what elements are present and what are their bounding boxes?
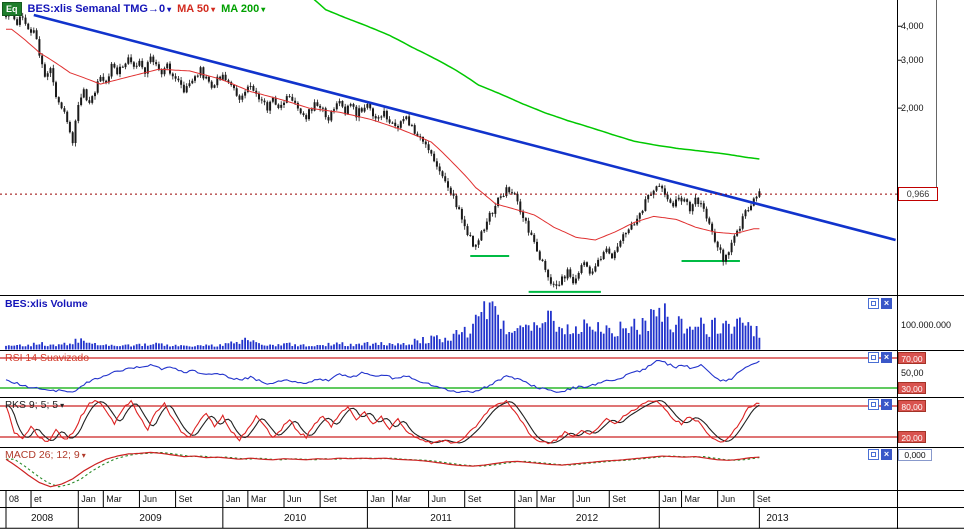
svg-text:08: 08 bbox=[9, 494, 19, 504]
svg-text:Mar: Mar bbox=[395, 494, 411, 504]
chevron-down-icon: ▾ bbox=[167, 5, 172, 14]
close-button[interactable]: × bbox=[881, 298, 892, 309]
pks-lower-level-label: 20,00 bbox=[898, 431, 926, 443]
ma200-text: MA 200 bbox=[221, 3, 260, 15]
trendline bbox=[33, 13, 896, 242]
price-tick-label: 4,000 bbox=[901, 21, 924, 31]
macd-zero-label: 0,000 bbox=[898, 449, 932, 461]
rsi-mid-level-label: 50,00 bbox=[901, 368, 924, 378]
pks-panel-title[interactable]: PKS 9; 5; 5 ▾ bbox=[5, 399, 64, 411]
ma200-line bbox=[313, 0, 760, 160]
restore-button[interactable] bbox=[868, 352, 879, 363]
equity-badge: Eq bbox=[2, 2, 22, 16]
svg-text:Jan: Jan bbox=[370, 494, 385, 504]
svg-text:Jun: Jun bbox=[432, 494, 447, 504]
svg-text:Jun: Jun bbox=[287, 494, 302, 504]
chevron-down-icon: ▾ bbox=[211, 5, 216, 14]
rsi-panel-title[interactable]: RSI 14 Suavizado bbox=[5, 352, 90, 364]
svg-text:et: et bbox=[34, 494, 42, 504]
price-axis-ticks bbox=[897, 25, 902, 109]
volume-bars bbox=[5, 301, 761, 350]
svg-text:Mar: Mar bbox=[106, 494, 122, 504]
svg-text:Set: Set bbox=[323, 494, 337, 504]
restore-button[interactable] bbox=[868, 399, 879, 410]
pks-d-line bbox=[6, 399, 760, 444]
price-panel-header: Eq BES:xlis Semanal TMG→0 ▾ MA 50 ▾ MA 200… bbox=[2, 2, 265, 16]
time-axis: 08 et Jan Mar Jun Set Jan Mar Jun Set Jan Mar Jun Set… bbox=[5, 491, 789, 528]
volume-axis-label: 100.000.000 bbox=[901, 320, 952, 330]
volume-panel[interactable] bbox=[5, 301, 761, 350]
symbol-text: BES:xlis Semanal TMG→0 bbox=[27, 3, 166, 15]
rsi-panel[interactable] bbox=[0, 357, 897, 393]
svg-text:2012: 2012 bbox=[576, 513, 599, 524]
svg-text:2008: 2008 bbox=[31, 513, 54, 524]
close-button[interactable]: × bbox=[881, 449, 892, 460]
pks-title-text: PKS 9; 5; 5 bbox=[5, 399, 59, 411]
svg-text:Jan: Jan bbox=[226, 494, 241, 504]
volume-panel-controls: × bbox=[868, 298, 892, 309]
svg-text:Set: Set bbox=[468, 494, 482, 504]
ma200-label[interactable]: MA 200 ▾ bbox=[221, 3, 265, 15]
svg-text:Jan: Jan bbox=[662, 494, 677, 504]
svg-text:Jun: Jun bbox=[576, 494, 591, 504]
svg-text:Jun: Jun bbox=[142, 494, 157, 504]
rsi-line bbox=[5, 360, 760, 393]
chevron-down-icon: ▾ bbox=[261, 5, 266, 14]
pks-panel[interactable] bbox=[0, 399, 897, 445]
svg-text:Set: Set bbox=[612, 494, 626, 504]
price-tick-label: 2,000 bbox=[901, 103, 924, 113]
volume-panel-title[interactable]: BES:xlis Volume bbox=[5, 298, 88, 310]
svg-text:2011: 2011 bbox=[430, 513, 452, 524]
close-button[interactable]: × bbox=[881, 399, 892, 410]
svg-text:Mar: Mar bbox=[685, 494, 701, 504]
pks-k-line bbox=[5, 399, 760, 445]
ma50-line bbox=[6, 28, 760, 241]
ma50-text: MA 50 bbox=[177, 3, 210, 15]
macd-line bbox=[5, 451, 760, 488]
symbol-label[interactable]: BES:xlis Semanal TMG→0 ▾ bbox=[28, 3, 172, 15]
macd-panel[interactable] bbox=[5, 451, 760, 488]
rsi-panel-controls: × bbox=[868, 352, 892, 363]
macd-signal-line bbox=[6, 451, 760, 488]
svg-text:Set: Set bbox=[757, 494, 771, 504]
macd-panel-controls: × bbox=[868, 449, 892, 460]
svg-text:Jun: Jun bbox=[721, 494, 736, 504]
restore-button[interactable] bbox=[868, 298, 879, 309]
svg-text:Set: Set bbox=[179, 494, 193, 504]
last-price-flag: 0,966 bbox=[898, 187, 938, 201]
svg-text:2009: 2009 bbox=[139, 513, 162, 524]
close-button[interactable]: × bbox=[881, 352, 892, 363]
macd-title-text: MACD 26; 12; 9 bbox=[5, 449, 80, 461]
chevron-down-icon: ▾ bbox=[60, 401, 65, 410]
ma50-label[interactable]: MA 50 ▾ bbox=[177, 3, 215, 15]
candle-bodies bbox=[5, 7, 761, 286]
svg-text:Jan: Jan bbox=[81, 494, 96, 504]
price-panel[interactable] bbox=[0, 0, 897, 293]
macd-panel-title[interactable]: MACD 26; 12; 9 ▾ bbox=[5, 449, 86, 461]
svg-text:Mar: Mar bbox=[251, 494, 267, 504]
chevron-down-icon: ▾ bbox=[81, 451, 86, 460]
candle-wicks bbox=[5, 6, 760, 290]
svg-text:2013: 2013 bbox=[766, 513, 789, 524]
rsi-lower-level-label: 30,00 bbox=[898, 382, 926, 394]
restore-button[interactable] bbox=[868, 449, 879, 460]
svg-text:2010: 2010 bbox=[284, 513, 307, 524]
price-tick-label: 3,000 bbox=[901, 55, 924, 65]
svg-text:Mar: Mar bbox=[540, 494, 556, 504]
pks-panel-controls: × bbox=[868, 399, 892, 410]
svg-text:Jan: Jan bbox=[518, 494, 533, 504]
pks-upper-level-label: 80,00 bbox=[898, 400, 926, 412]
rsi-upper-level-label: 70,00 bbox=[898, 352, 926, 364]
